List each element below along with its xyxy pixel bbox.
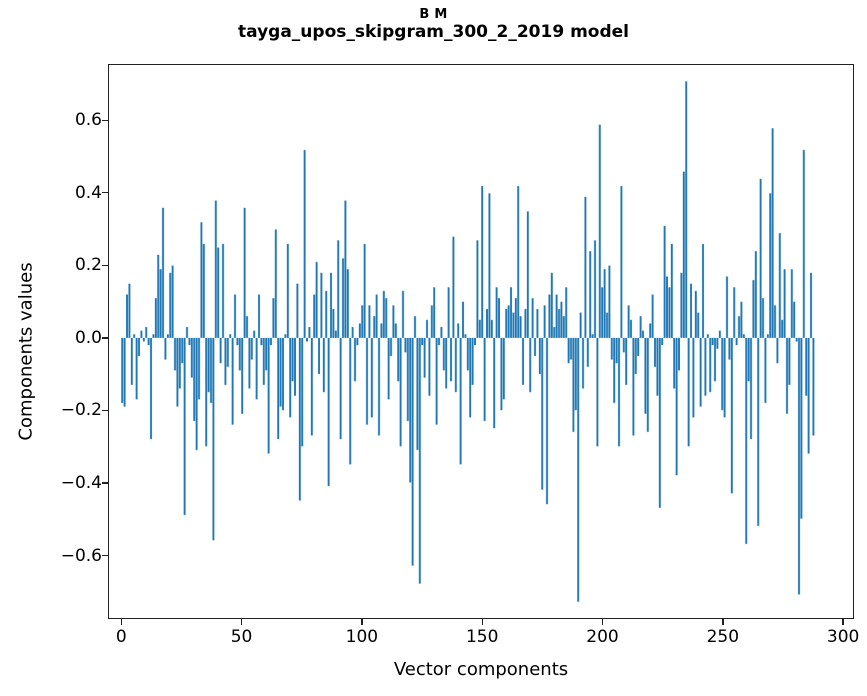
chart-title-line1: В М xyxy=(419,7,448,22)
x-tick-label: 150 xyxy=(465,627,499,647)
y-tick-mark xyxy=(102,409,108,412)
y-tick-mark xyxy=(102,119,108,121)
plot-area xyxy=(108,64,854,619)
x-tick-mark xyxy=(240,619,243,625)
y-tick-label: 0.6 xyxy=(74,110,102,131)
x-tick-label: 250 xyxy=(706,627,740,647)
y-tick-mark xyxy=(102,554,108,557)
y-tick-mark xyxy=(102,192,108,194)
x-axis-label: Vector components xyxy=(393,659,569,680)
y-tick-label: 0.4 xyxy=(74,182,102,203)
y-tick-label: 0.2 xyxy=(74,255,102,276)
y-axis-label: Components values xyxy=(15,262,37,441)
chart-title-line2: tayga_upos_skipgram_300_2_2019 model xyxy=(238,21,629,42)
x-tick-label: 300 xyxy=(826,627,860,647)
y-tick-mark xyxy=(102,482,108,484)
x-tick-label: 0 xyxy=(115,627,127,647)
chart-title: В М tayga_upos_skipgram_300_2_2019 model xyxy=(0,7,867,42)
x-tick-label: 50 xyxy=(230,627,253,647)
bar-series-canvas xyxy=(109,65,853,618)
y-tick-mark xyxy=(102,264,108,266)
x-tick-mark xyxy=(120,619,122,625)
x-tick-mark xyxy=(722,619,724,625)
x-tick-mark xyxy=(842,619,844,625)
y-tick-mark xyxy=(102,337,108,339)
x-tick-mark xyxy=(601,619,604,625)
x-tick-mark xyxy=(361,619,363,625)
y-axis-tick-labels: 0.6 0.4 0.2 0.0 −0.2 −0.4 −0.6 xyxy=(30,0,102,696)
y-tick-label: −0.2 xyxy=(60,400,102,421)
x-tick-label: 100 xyxy=(345,627,379,647)
y-tick-label: 0.0 xyxy=(74,327,102,348)
y-tick-label: −0.6 xyxy=(60,545,102,566)
x-tick-label: 200 xyxy=(586,627,619,647)
y-tick-label: −0.4 xyxy=(60,472,102,493)
x-tick-mark xyxy=(481,619,483,625)
